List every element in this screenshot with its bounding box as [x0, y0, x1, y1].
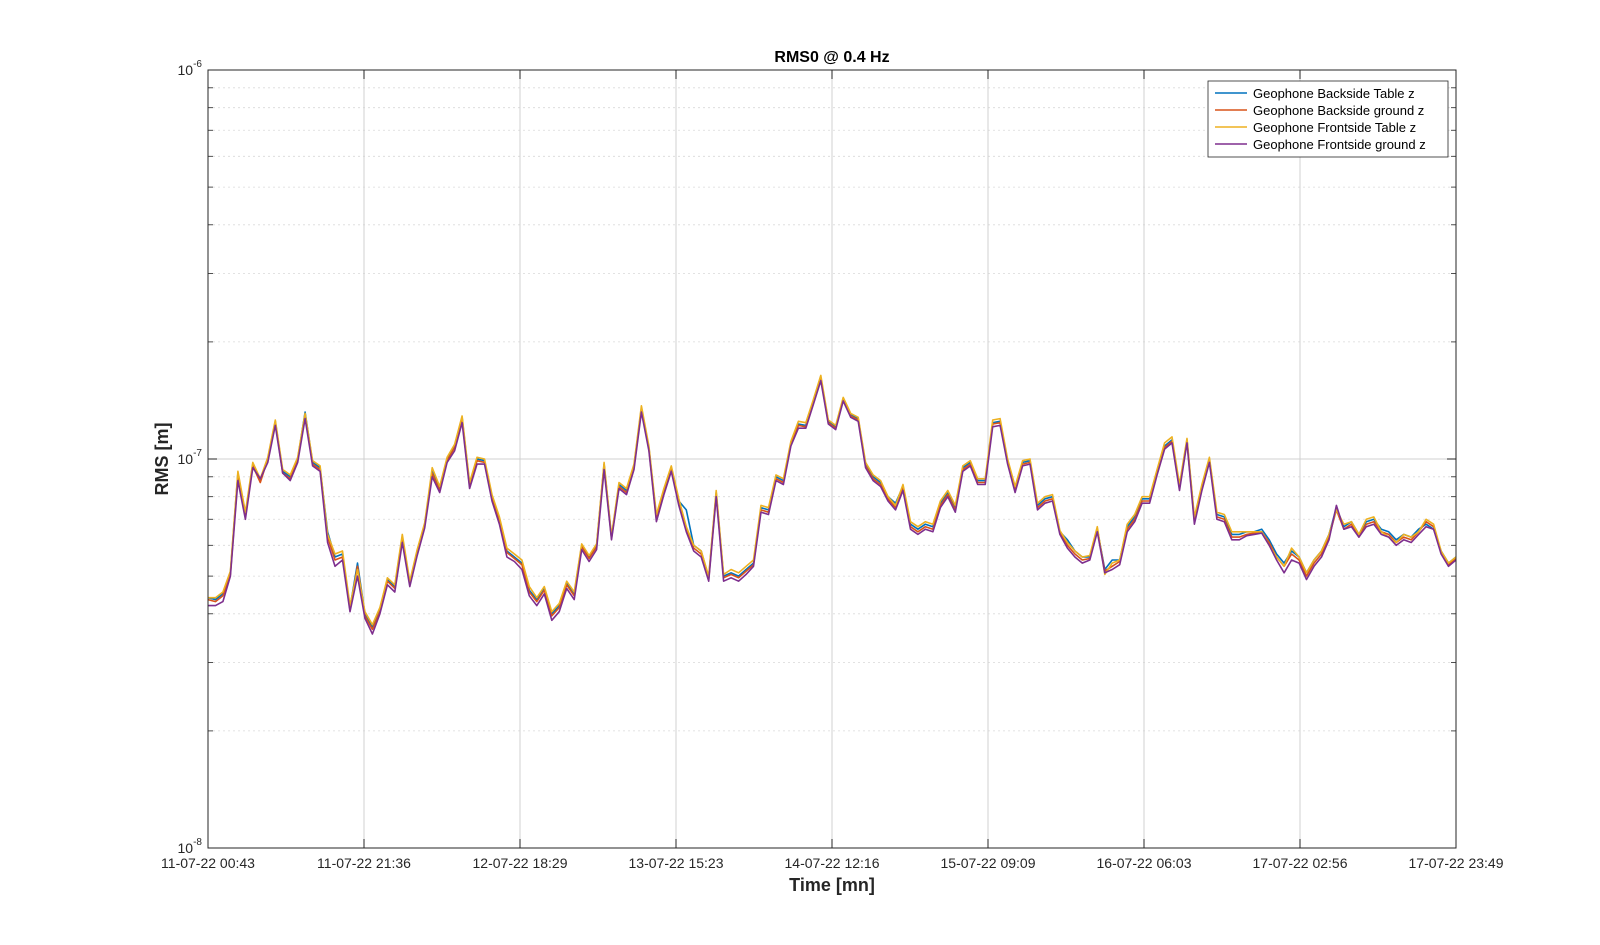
x-tick-label: 12-07-22 18:29 [473, 855, 568, 871]
legend-label-3: Geophone Frontside Table z [1253, 120, 1416, 135]
x-tick-label: 15-07-22 09:09 [941, 855, 1036, 871]
x-tick-label: 11-07-22 21:36 [317, 855, 411, 871]
x-tick-label: 17-07-22 23:49 [1409, 855, 1504, 871]
x-tick-labels: 11-07-22 00:43 11-07-22 21:36 12-07-22 18:… [161, 855, 1504, 871]
x-tick-label: 13-07-22 15:23 [629, 855, 724, 871]
x-axis-title: Time [mn] [789, 875, 875, 895]
y-tick-label: 10-7 [178, 448, 203, 467]
x-tick-label: 14-07-22 12:16 [785, 855, 880, 871]
x-tick-label: 11-07-22 00:43 [161, 855, 255, 871]
legend-box [1207, 80, 1449, 158]
x-tick-label: 16-07-22 06:03 [1097, 855, 1192, 871]
legend-label-1: Geophone Backside Table z [1253, 86, 1415, 101]
y-tick-labels: 10-6 10-7 10-8 [178, 59, 203, 856]
legend: Geophone Backside Table z Geophone Backsi… [1207, 80, 1449, 158]
legend-label-2: Geophone Backside ground z [1253, 103, 1424, 118]
legend-label-4: Geophone Frontside ground z [1253, 137, 1426, 152]
series-layer [207, 374, 1457, 635]
y-tick-label: 10-6 [178, 59, 203, 78]
y-tick-label: 10-8 [178, 837, 203, 856]
series-line-4 [208, 379, 1457, 635]
series-line-3 [208, 374, 1457, 626]
chart-title: RMS0 @ 0.4 Hz [774, 49, 889, 66]
y-axis-title: RMS [m] [152, 423, 172, 496]
axis-ticks [207, 69, 1457, 849]
x-tick-label: 17-07-22 02:56 [1253, 855, 1348, 871]
